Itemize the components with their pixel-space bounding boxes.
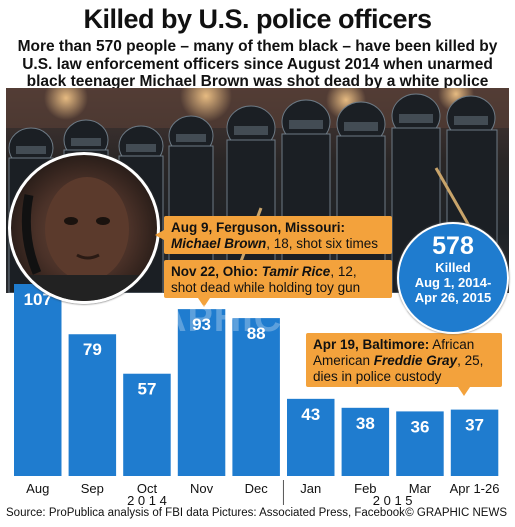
total-killed-badge: 578 Killed Aug 1, 2014- Apr 26, 2015 bbox=[397, 222, 509, 334]
bar-sep bbox=[68, 334, 117, 476]
value-label-oct: 57 bbox=[137, 380, 156, 399]
badge-line-1: Killed bbox=[435, 260, 471, 275]
bar-jan bbox=[287, 398, 335, 476]
chart-subtitle: More than 570 people – many of them blac… bbox=[17, 38, 498, 108]
bar-aug bbox=[14, 284, 62, 476]
value-label-sep: 79 bbox=[83, 340, 102, 359]
callout-2-lead: Nov 22, Ohio: bbox=[171, 264, 259, 279]
bar-feb bbox=[341, 407, 390, 476]
bar-mar bbox=[396, 411, 444, 476]
bar-oct bbox=[123, 373, 171, 476]
value-label-jan: 43 bbox=[301, 405, 320, 424]
michael-brown-callout: Aug 9, Ferguson, Missouri: Michael Brown… bbox=[155, 216, 392, 254]
category-label-aug: Aug bbox=[26, 481, 49, 496]
bar-dec bbox=[232, 318, 280, 476]
category-label-dec: Dec bbox=[245, 481, 269, 496]
year-label-1: 2 0 1 5 bbox=[373, 493, 413, 508]
watermark: GRAPHIC NEWS bbox=[100, 298, 412, 340]
badge-line-3: Apr 26, 2015 bbox=[414, 290, 492, 305]
year-label-0: 2 0 1 4 bbox=[127, 493, 167, 508]
category-label-apr-1-26: Apr 1-26 bbox=[450, 481, 500, 496]
tamir-rice-callout: Nov 22, Ohio: Tamir Rice, 12, shot dead … bbox=[164, 260, 392, 307]
callout-3-rest: , 25, dies in police custody bbox=[313, 353, 484, 384]
value-label-feb: 38 bbox=[356, 414, 375, 433]
michael-brown-portrait bbox=[8, 152, 160, 304]
bar-apr-1-26 bbox=[450, 409, 499, 476]
value-label-aug: 107 bbox=[24, 290, 52, 309]
callout-3-name: Freddie Gray bbox=[373, 353, 458, 368]
category-label-nov: Nov bbox=[190, 481, 214, 496]
badge-number: 578 bbox=[432, 232, 474, 260]
freddie-gray-callout: Apr 19, Baltimore: African American Fred… bbox=[306, 333, 502, 396]
callout-1-name: Michael Brown bbox=[171, 236, 267, 251]
badge-line-2: Aug 1, 2014- bbox=[414, 275, 492, 290]
callout-3-lead: Apr 19, Baltimore: bbox=[313, 337, 430, 352]
category-label-sep: Sep bbox=[81, 481, 104, 496]
category-label-mar: Mar bbox=[409, 481, 432, 496]
value-label-apr-1-26: 37 bbox=[465, 416, 484, 435]
category-label-jan: Jan bbox=[300, 481, 321, 496]
category-label-oct: Oct bbox=[137, 481, 158, 496]
value-label-dec: 88 bbox=[247, 324, 266, 343]
callout-2-rest: , 12, shot dead while holding toy gun bbox=[171, 264, 361, 295]
callout-1-rest: , 18, shot six times bbox=[266, 236, 379, 251]
source-note: Source: ProPublica analysis of FBI data … bbox=[6, 507, 405, 519]
credit-note: © GRAPHIC NEWS bbox=[405, 507, 507, 519]
category-label-feb: Feb bbox=[354, 481, 376, 496]
callout-3-pre: African American bbox=[313, 337, 475, 368]
value-label-mar: 36 bbox=[410, 417, 429, 436]
callout-1-lead: Aug 9, Ferguson, Missouri: bbox=[171, 220, 346, 235]
callout-2-name: Tamir Rice bbox=[261, 264, 331, 279]
chart-title: Killed by U.S. police officers bbox=[83, 4, 432, 34]
bar-nov bbox=[177, 309, 226, 476]
value-label-nov: 93 bbox=[192, 315, 211, 334]
